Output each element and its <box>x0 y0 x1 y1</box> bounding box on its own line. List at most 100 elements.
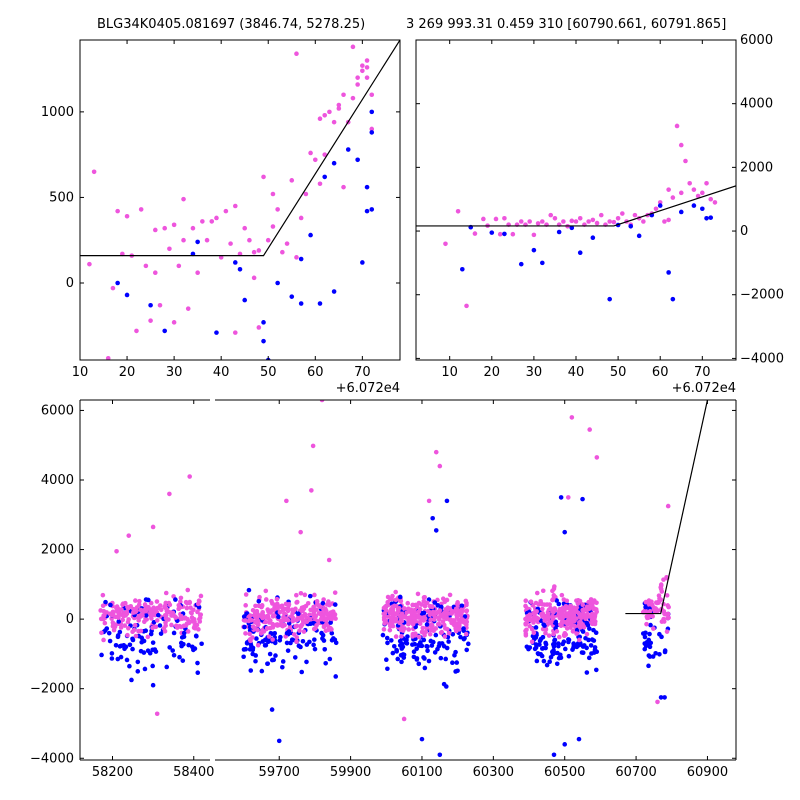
zoom-right-point-a-14 <box>636 233 642 239</box>
full-point-b-c0-132 <box>195 609 200 615</box>
full-outlier-b-6 <box>309 488 314 493</box>
full-point-b2-c3-416 <box>577 598 583 604</box>
zoom-right-point-b-34 <box>611 219 617 225</box>
full-point-b2-c3-366 <box>579 615 584 620</box>
full-point-b-c2-131 <box>422 603 428 609</box>
full-point-a-c0-59 <box>115 656 121 662</box>
zoom-right-point-b-48 <box>666 217 671 223</box>
full-point-b2-c1-339 <box>246 614 252 620</box>
full-point-b2-c2-432 <box>412 612 417 618</box>
full-point-a2-c2-312 <box>461 626 466 631</box>
full-point-b2-c4-79 <box>664 629 670 634</box>
full-point-b2-c2-428 <box>389 620 395 626</box>
full-point-b-c2-167 <box>421 598 427 604</box>
zoom-right-point-b-12 <box>518 219 524 224</box>
zoom-right-point-b-24 <box>569 218 575 224</box>
full-point-b-c3-251 <box>564 626 570 631</box>
full-point-b-c0-183 <box>125 632 130 638</box>
full-point-b2-c0-321 <box>162 612 168 618</box>
full-outlier-a-4 <box>558 495 564 500</box>
chart-title-right: 3 269 993.31 0.459 310 [60790.661, 60791… <box>406 17 727 32</box>
zoom-right-point-b-35 <box>615 216 621 221</box>
full-point-a2-c1-297 <box>286 629 292 634</box>
full-point-a-c0-60 <box>141 650 147 655</box>
full-point-b2-c3-381 <box>536 602 542 607</box>
full-point-b2-c3-413 <box>557 615 563 620</box>
full-point-b2-c4-80 <box>644 621 649 627</box>
zoom-left-point-a-22 <box>345 147 351 152</box>
full-point-b-c2-258 <box>387 627 393 633</box>
full-point-b2-c2-427 <box>424 600 430 606</box>
full-point-b2-c0-276 <box>155 605 161 611</box>
full-point-b2-c2-398 <box>427 609 432 615</box>
zoom-right-point-a-10 <box>590 235 596 241</box>
full-point-a2-c1-263 <box>256 598 262 604</box>
zoom-left-point-b-27 <box>209 219 215 224</box>
full-point-b-c3-189 <box>523 633 529 638</box>
full-point-b2-c1-359 <box>290 618 296 624</box>
zoom-right-point-b-50 <box>674 123 680 129</box>
full-point-b-c0-206 <box>187 600 193 606</box>
full-point-b2-c1-399 <box>300 608 305 614</box>
zoom-left-point-b-69 <box>355 75 360 80</box>
full-point-b2-c0-328 <box>163 606 169 611</box>
full-point-a2-c1-271 <box>276 614 281 620</box>
zoom-left-point-a-9 <box>242 297 248 303</box>
full-point-b2-c2-414 <box>404 610 410 615</box>
zoom-left-point-b-4 <box>115 208 120 214</box>
zoom-left-point-b-68 <box>355 82 360 87</box>
full-point-b2-c2-424 <box>384 603 390 609</box>
full-point-a-c3-20 <box>566 639 571 645</box>
full-point-b2-c2-445 <box>422 616 428 621</box>
full-point-b-c1-104 <box>294 592 299 598</box>
full-point-b-c4-34 <box>661 577 666 582</box>
zoom-left-xtick-label-3: 40 <box>213 365 230 380</box>
zoom-right-point-b-36 <box>620 211 625 216</box>
zoom-left-point-b-53 <box>308 150 313 156</box>
full-point-b2-c1-397 <box>260 614 266 620</box>
full-point-a2-c2-295 <box>432 600 438 605</box>
full-point-b-c0-192 <box>136 602 142 607</box>
full-point-b2-c3-337 <box>524 606 530 611</box>
zoom-left-point-a-20 <box>331 160 337 166</box>
full-point-b-c0-114 <box>178 599 183 605</box>
full-outlier-a-3 <box>580 496 585 502</box>
full-point-a-c3-65 <box>586 637 591 643</box>
zoom-left-point-b-32 <box>232 330 238 335</box>
full-point-b2-c3-385 <box>549 614 555 619</box>
full-point-b2-c3-407 <box>564 605 569 611</box>
full-point-b2-c3-346 <box>528 599 534 605</box>
full-point-b2-c0-283 <box>153 609 158 615</box>
zoom-left-frame <box>79 39 401 361</box>
full-point-a-c2-29 <box>441 681 447 687</box>
full-point-a-c1-45 <box>320 632 326 638</box>
zoom-right-point-a-18 <box>670 296 676 302</box>
zoom-left-point-b-17 <box>171 320 177 325</box>
zoom-left-point-b-72 <box>364 75 370 80</box>
full-point-a-c2-65 <box>454 660 460 665</box>
zoom-right-xtick-label-6: 70 <box>694 365 711 380</box>
full-point-b2-c0-311 <box>177 604 183 610</box>
zoom-right-point-b-15 <box>531 232 537 238</box>
zoom-right-point-b-53 <box>683 158 688 164</box>
full-point-b2-c2-440 <box>387 610 392 615</box>
zoom-left-point-b-21 <box>181 196 186 202</box>
zoom-left-point-b-9 <box>138 207 144 212</box>
full-ytick-label-1: −2000 <box>30 682 74 697</box>
full-point-a-c3-59 <box>557 652 563 658</box>
full-point-a-c0-66 <box>130 646 135 652</box>
full-point-a2-c1-294 <box>308 621 313 627</box>
full-point-b-c2-266 <box>449 620 455 626</box>
full-point-a-c1-65 <box>284 640 290 646</box>
full-ytick-label-0: −4000 <box>30 751 74 766</box>
full-point-a-c3-49 <box>544 662 550 668</box>
full-point-b-c0-176 <box>138 628 144 634</box>
zoom-right-point-b-51 <box>678 142 684 148</box>
full-timeline-plot-area-0 <box>98 474 204 717</box>
full-point-b2-c0-301 <box>118 625 124 630</box>
full-point-b-c0-208 <box>161 626 167 631</box>
full-outlier-b-5 <box>284 498 289 504</box>
full-point-b2-c2-429 <box>437 608 443 613</box>
full-point-b2-c2-395 <box>455 600 460 605</box>
full-point-a-c2-93 <box>458 634 463 640</box>
